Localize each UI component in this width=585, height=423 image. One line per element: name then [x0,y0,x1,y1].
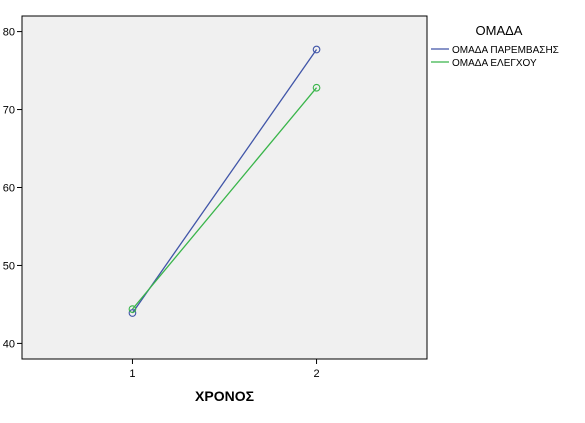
y-tick-label-80: 80 [3,27,15,39]
legend: ΟΜΑΔΑ ΟΜΑΔΑ ΠΑΡΕΜΒΑΣΗΣ ΟΜΑΔΑ ΕΛΕΓΧΟΥ [431,23,559,69]
series-line-1 [131,49,318,314]
y-axis: 40 50 60 70 80 [3,27,22,350]
y-tick-label-50: 50 [3,260,15,272]
series-1-point-2 [312,45,321,54]
x-axis-title: ΧΡΟΝΟΣ [195,388,254,404]
series-2-point-2 [312,83,321,92]
legend-title: ΟΜΑΔΑ [476,23,523,38]
series-line-2 [131,87,318,310]
y-tick-label-40: 40 [3,338,15,350]
legend-label-1: ΟΜΑΔΑ ΠΑΡΕΜΒΑΣΗΣ [452,45,559,56]
legend-label-2: ΟΜΑΔΑ ΕΛΕΓΧΟΥ [452,58,537,69]
plot-area [21,15,428,360]
legend-items: ΟΜΑΔΑ ΠΑΡΕΜΒΑΣΗΣ ΟΜΑΔΑ ΕΛΕΓΧΟΥ [431,45,559,69]
x-tick-label-2: 2 [313,368,319,380]
series-2-point-1 [128,305,137,313]
x-tick-label-1: 1 [129,368,135,380]
series-1-point-1 [128,309,137,317]
series-markers [128,45,321,317]
y-tick-label-70: 70 [3,105,15,117]
y-tick-label-60: 60 [3,183,15,195]
series-lines [131,49,318,314]
